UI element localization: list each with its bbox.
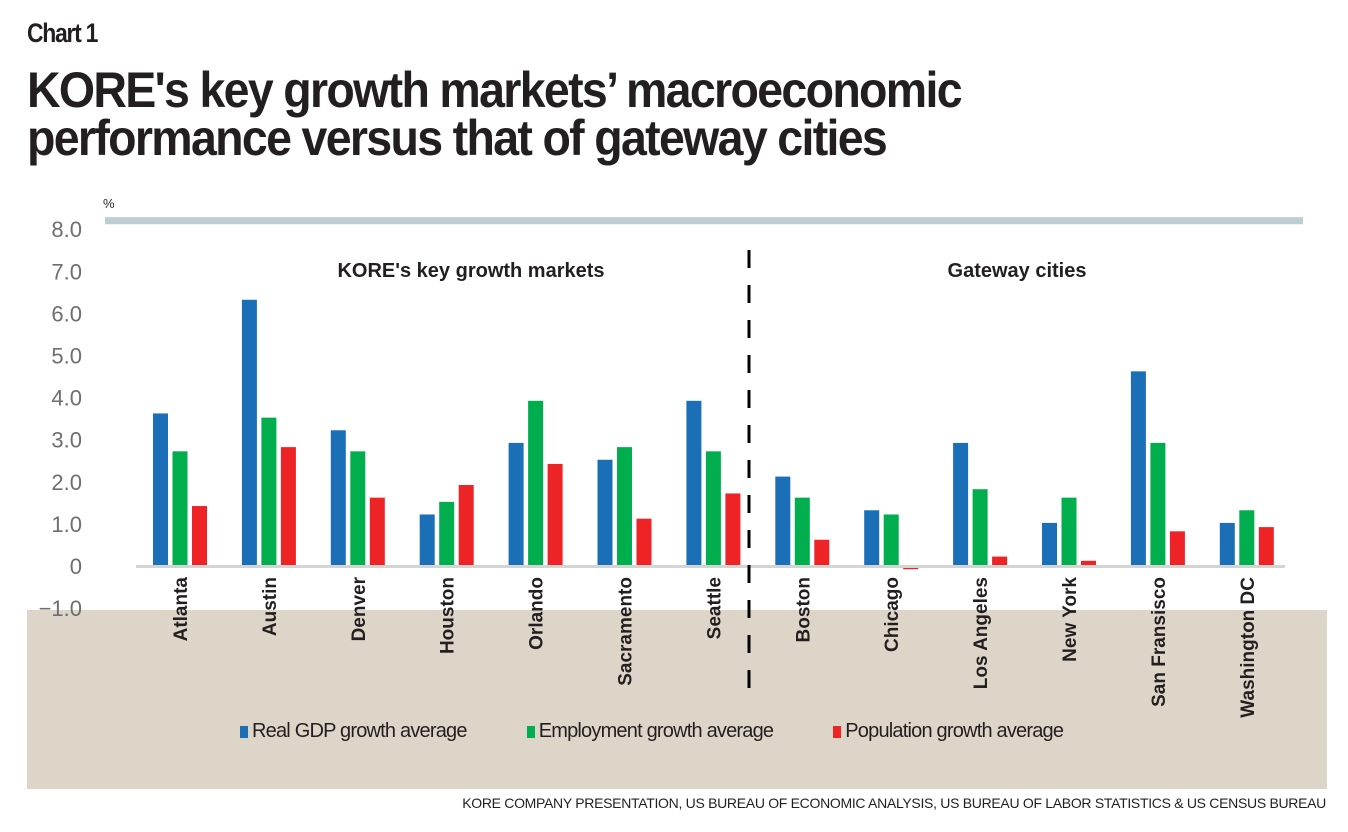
- bar-employment-washington-dc: [1239, 510, 1255, 565]
- bar-population-washington-dc: [1258, 527, 1274, 565]
- y-tick-label: 6.0: [51, 301, 82, 326]
- bar-population-orlando: [547, 463, 563, 565]
- bar-population-seattle: [725, 493, 741, 565]
- bar-employment-austin: [261, 417, 277, 565]
- bar-employment-new-york: [1061, 497, 1077, 565]
- bar-population-san-fransisco: [1169, 531, 1185, 565]
- beige-panel: [27, 610, 1327, 789]
- legend-item-gdp: Real GDP growth average: [240, 720, 467, 743]
- bar-employment-chicago: [883, 514, 899, 565]
- bar-gdp-orlando: [508, 442, 524, 565]
- x-tick-label: Sacramento: [616, 577, 637, 686]
- bar-population-boston: [814, 539, 830, 565]
- title-line-1: KORE's key growth markets’ macroeconomic: [27, 62, 963, 118]
- bar-gdp-san-fransisco: [1130, 371, 1146, 565]
- y-tick-label: 4.0: [51, 386, 82, 411]
- bar-population-houston: [458, 485, 474, 565]
- bar-gdp-los-angeles: [953, 442, 969, 565]
- title-line-2: performance versus that of gateway citie…: [27, 110, 888, 166]
- x-tick-label: Seattle: [704, 577, 725, 639]
- bar-employment-san-fransisco: [1150, 442, 1166, 565]
- legend: Real GDP growth average Employment growt…: [240, 720, 1123, 743]
- legend-swatch-gdp: [240, 725, 248, 738]
- x-tick-label: Los Angeles: [971, 577, 992, 689]
- x-axis-labels: Atlanta Austin Denver Houston Orlando Sacrame…: [171, 576, 1259, 717]
- bar-gdp-new-york: [1042, 522, 1057, 565]
- chart-title: KORE's key growth markets’ macroeconomic…: [27, 62, 963, 166]
- bar-employment-los-angeles: [972, 489, 988, 565]
- y-tick-label: 1.0: [51, 512, 82, 537]
- bar-population-sacramento: [636, 518, 652, 565]
- y-tick-label: 7.0: [51, 259, 82, 284]
- x-tick-label: Denver: [349, 576, 370, 641]
- y-tick-label: 5.0: [51, 344, 82, 369]
- bar-gdp-houston: [419, 514, 435, 565]
- bar-population-austin: [280, 447, 296, 565]
- legend-item-employment: Employment growth average: [526, 720, 774, 743]
- bar-gdp-sacramento: [597, 459, 613, 565]
- y-axis-unit-label: %: [103, 196, 115, 211]
- bar-employment-orlando: [528, 400, 544, 565]
- y-tick-label: 2.0: [51, 470, 82, 495]
- legend-item-population: Population growth average: [833, 720, 1064, 743]
- group-label-gateway-cities: Gateway cities: [948, 260, 1087, 282]
- bar-employment-houston: [439, 501, 455, 565]
- bar-gdp-denver: [330, 430, 346, 565]
- x-tick-label: New York: [1060, 577, 1081, 662]
- x-tick-label: Orlando: [527, 577, 548, 650]
- legend-swatch-population: [833, 725, 842, 738]
- bar-gdp-austin: [241, 299, 257, 565]
- bar-population-atlanta: [192, 506, 207, 565]
- x-tick-label: Washington DC: [1238, 577, 1259, 718]
- legend-label-population: Population growth average: [845, 720, 1064, 742]
- x-tick-label: Houston: [438, 577, 459, 654]
- y-tick-label: 0: [70, 554, 82, 579]
- y-axis: 8.0 7.0 6.0 5.0 4.0 3.0 2.0 1.0 0 −1.0: [39, 217, 82, 621]
- y-tick-label: 8.0: [51, 217, 82, 242]
- x-tick-label: Boston: [793, 577, 814, 642]
- legend-label-gdp: Real GDP growth average: [252, 720, 467, 742]
- bar-employment-sacramento: [617, 447, 632, 565]
- bar-gdp-chicago: [864, 510, 880, 565]
- y-tick-label: −1.0: [39, 596, 82, 621]
- chart-label: Chart 1: [27, 18, 98, 48]
- x-tick-label: Austin: [260, 577, 281, 636]
- top-rule: [105, 217, 1303, 225]
- legend-swatch-employment: [526, 725, 535, 738]
- bar-employment-boston: [794, 497, 810, 565]
- bar-population-denver: [369, 497, 385, 565]
- bar-employment-atlanta: [172, 451, 188, 565]
- bar-gdp-atlanta: [153, 413, 168, 565]
- x-tick-label: San Fransisco: [1149, 577, 1170, 707]
- bars: [153, 299, 1274, 570]
- bar-population-new-york: [1081, 560, 1096, 565]
- source-note: KORE COMPANY PRESENTATION, US BUREAU OF …: [462, 795, 1326, 811]
- y-tick-label: 3.0: [51, 428, 82, 453]
- x-tick-label: Chicago: [882, 577, 903, 652]
- bar-gdp-washington-dc: [1219, 522, 1235, 565]
- x-tick-label: Atlanta: [171, 577, 192, 642]
- bar-population-los-angeles: [992, 556, 1008, 565]
- group-label-key-growth-markets: KORE's key growth markets: [337, 260, 604, 282]
- legend-label-employment: Employment growth average: [538, 720, 774, 742]
- bar-employment-denver: [350, 451, 366, 565]
- bar-employment-seattle: [705, 451, 721, 565]
- bar-gdp-seattle: [686, 400, 702, 565]
- bar-gdp-boston: [775, 476, 791, 565]
